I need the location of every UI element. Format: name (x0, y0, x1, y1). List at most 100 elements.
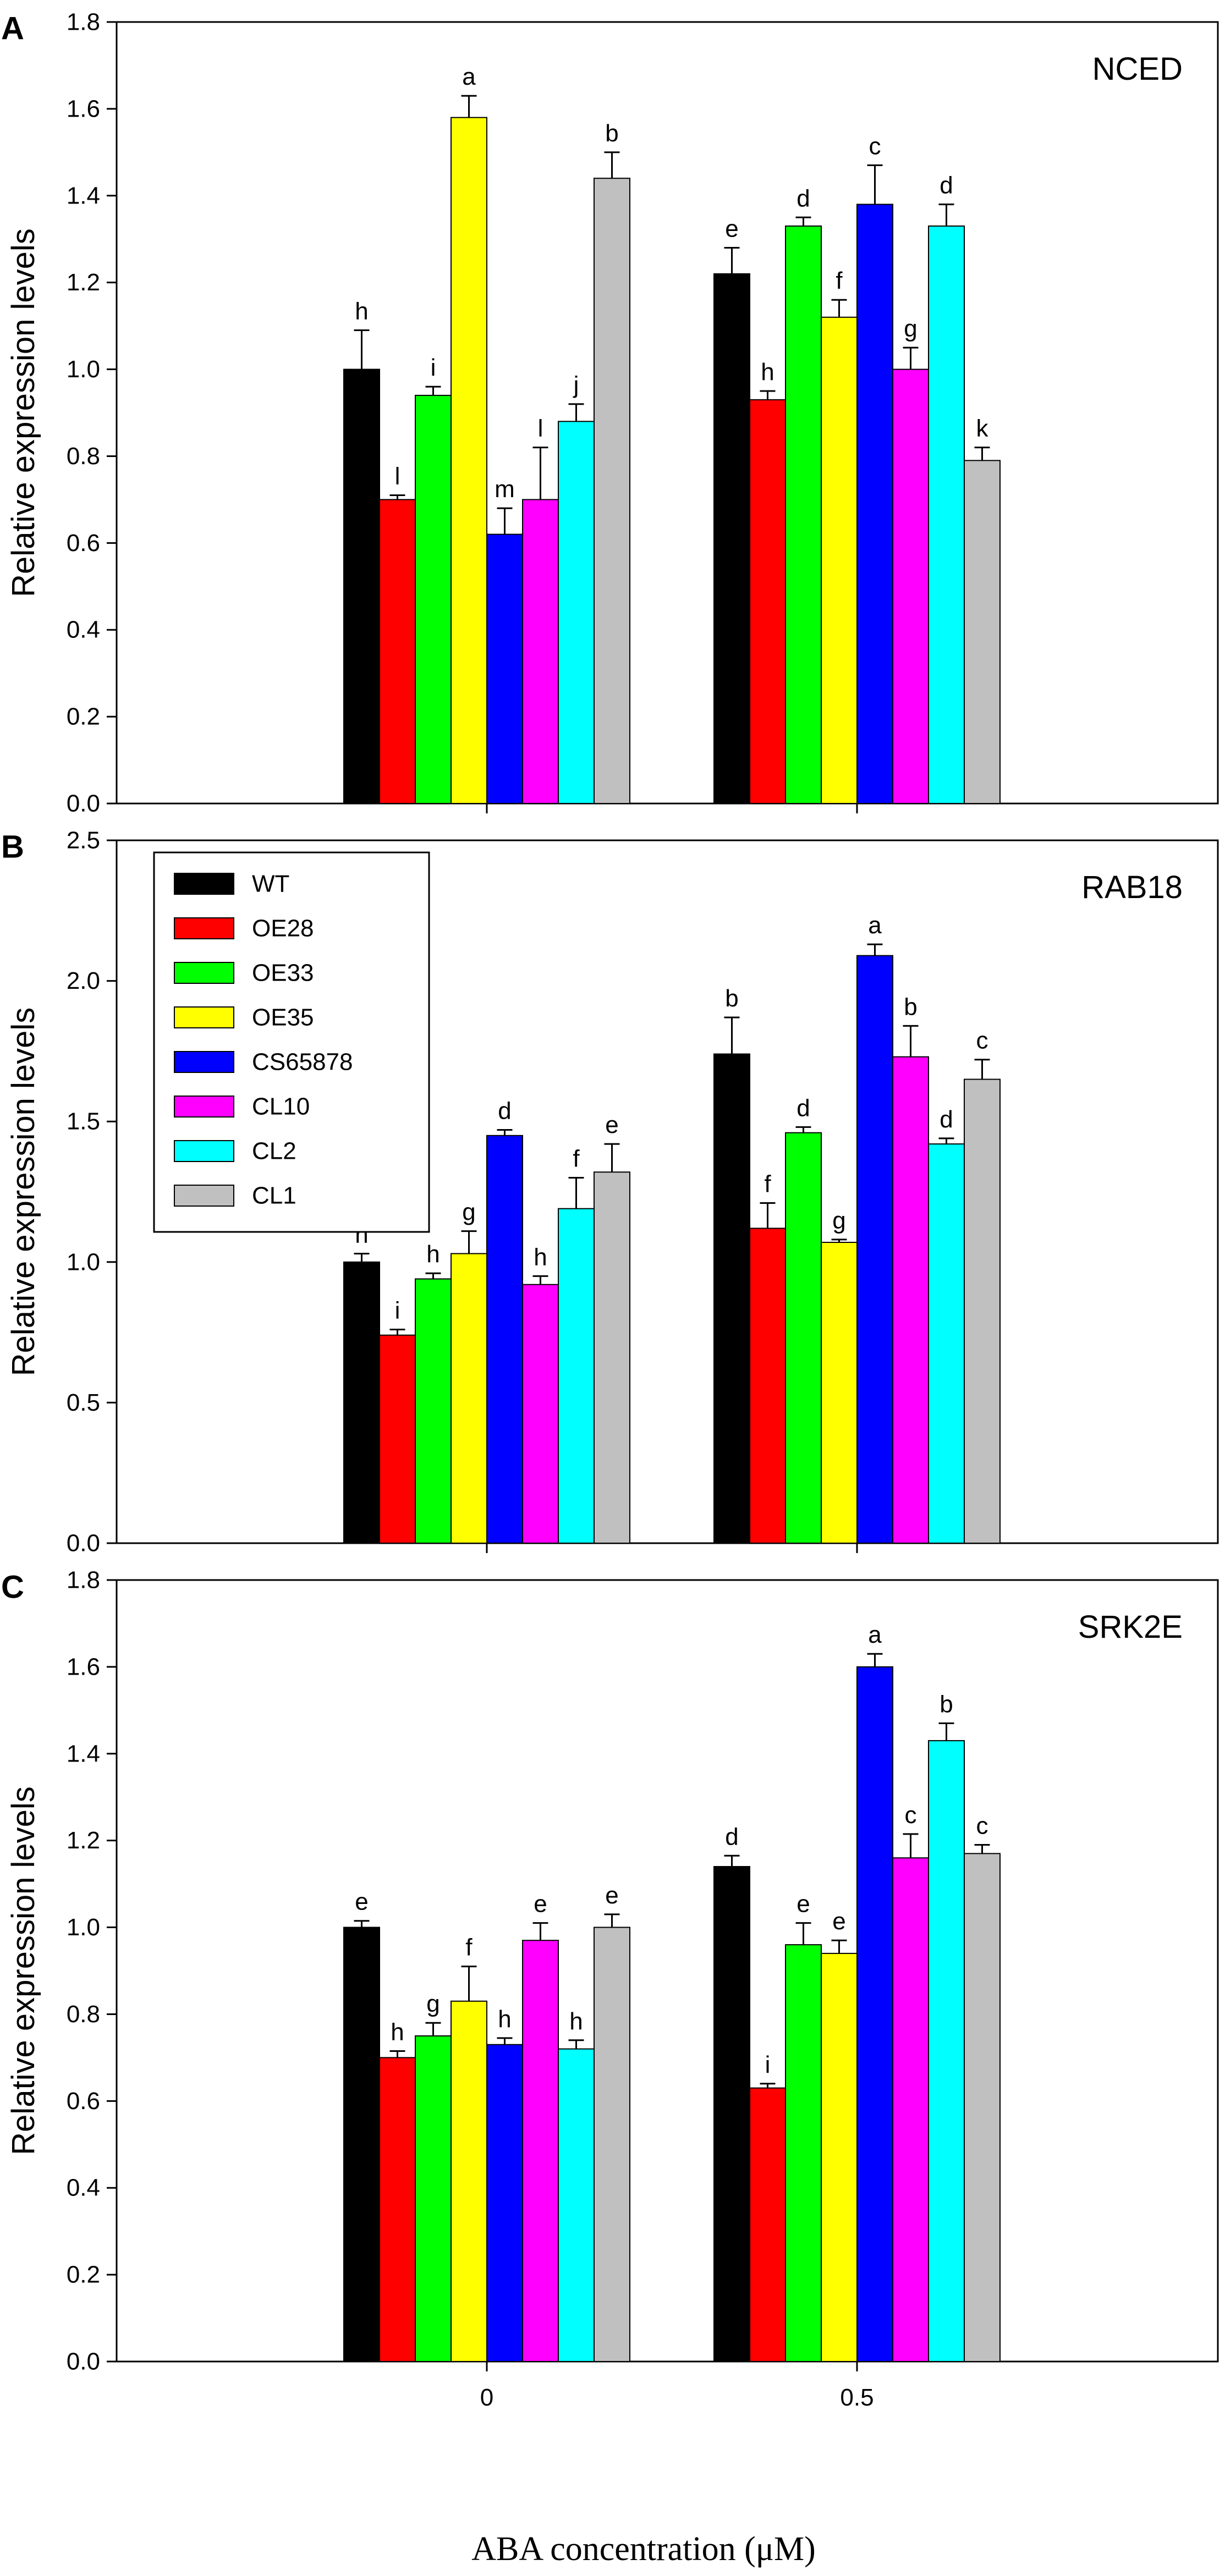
bar (522, 1940, 559, 2362)
significance-label: e (796, 1891, 810, 1918)
bar (964, 460, 1001, 804)
significance-label: g (462, 1199, 475, 1226)
significance-label: i (765, 2051, 771, 2078)
significance-label: e (725, 216, 738, 243)
y-tick-label: 0.8 (67, 2001, 100, 2028)
significance-label: c (869, 133, 881, 160)
bar (856, 955, 893, 1544)
panel-letter: C (1, 1570, 24, 1605)
significance-label: a (462, 63, 476, 90)
legend-swatch (174, 962, 234, 984)
legend-swatch (174, 1096, 234, 1118)
bar (892, 1056, 929, 1544)
bar (343, 1927, 380, 2363)
bar (928, 225, 965, 804)
significance-label: b (940, 1691, 953, 1718)
y-axis-title: Relative expression levels (6, 1786, 41, 2155)
bar (713, 273, 750, 804)
panel-letter: B (1, 829, 24, 865)
y-tick-label: 1.0 (67, 1248, 100, 1275)
significance-label: h (498, 2006, 511, 2033)
significance-label: k (976, 415, 989, 442)
significance-label: d (796, 1094, 810, 1121)
y-axis-title: Relative expression levels (6, 228, 41, 597)
significance-label: c (905, 1802, 917, 1829)
y-tick-label: 1.6 (67, 1653, 100, 1680)
significance-label: d (940, 1106, 953, 1133)
significance-label: f (573, 1145, 580, 1172)
legend-swatch (174, 1051, 234, 1073)
legend-box (153, 851, 430, 1233)
panel-a: A 0.0 0.2 0.4 0.6 0.8 1.0 1.2 1.4 1.6 1.8 Relative … (1, 9, 1219, 817)
gene-title: SRK2E (1078, 1609, 1183, 1645)
significance-label: b (725, 985, 738, 1012)
y-tick-label: 1.6 (67, 95, 100, 122)
bar (856, 1666, 893, 2362)
legend-label: OE33 (252, 960, 314, 987)
panel-letter: A (1, 11, 24, 47)
bar (892, 368, 929, 804)
significance-label: e (832, 1908, 845, 1935)
significance-label: a (868, 1621, 882, 1648)
bar (713, 1866, 750, 2363)
bar (821, 1952, 858, 2362)
significance-label: g (426, 1990, 440, 2017)
legend-swatch (174, 1140, 234, 1162)
bar (486, 1135, 523, 1544)
significance-label: h (534, 1243, 547, 1270)
significance-label: i (395, 1297, 400, 1324)
y-tick-label: 1.0 (67, 1914, 100, 1941)
bar (749, 2087, 786, 2362)
y-axis-title: Relative expression levels (6, 1008, 41, 1377)
legend-label: CL2 (252, 1138, 296, 1165)
bar (821, 316, 858, 804)
significance-label: h (426, 1241, 440, 1268)
bar (415, 394, 452, 804)
bar (821, 1242, 858, 1544)
legend-swatch (174, 873, 234, 895)
bar (785, 1132, 822, 1544)
significance-label: m (495, 476, 515, 503)
significance-label: l (395, 463, 400, 489)
significance-label: e (605, 1882, 618, 1909)
y-tick-label: 1.4 (67, 1740, 100, 1767)
y-tick-label: 0.6 (67, 530, 100, 557)
legend-swatch (174, 917, 234, 939)
y-tick-label: 0.5 (67, 1389, 100, 1416)
legend: WT OE28 OE33 OE35 CS65878 CL10 CL2 CL1 (153, 851, 430, 1233)
bar (343, 1261, 380, 1544)
significance-label: l (538, 415, 543, 442)
bar (522, 1284, 559, 1544)
bar (856, 203, 893, 805)
bar (486, 2044, 523, 2362)
significance-label: d (796, 185, 810, 212)
bar (486, 533, 523, 804)
y-tick-label: 0.4 (67, 2175, 100, 2201)
y-tick-label: 1.2 (67, 269, 100, 296)
gene-title: NCED (1092, 51, 1183, 87)
bar (379, 2057, 416, 2362)
bar (343, 368, 380, 804)
significance-label: h (569, 2008, 583, 2035)
bar (451, 117, 487, 805)
plot-frame (116, 21, 1219, 805)
y-tick-label: 0.0 (67, 1530, 100, 1557)
y-tick-label: 1.0 (67, 356, 100, 383)
significance-label: h (355, 298, 368, 325)
significance-label: i (431, 354, 436, 381)
significance-label: d (725, 1823, 738, 1850)
bar (749, 1228, 786, 1544)
y-tick-label: 2.0 (67, 967, 100, 994)
y-tick-label: 1.4 (67, 182, 100, 209)
bar (558, 421, 595, 804)
legend-label: CL1 (252, 1182, 296, 1209)
bar (785, 1944, 822, 2362)
y-tick-label: 1.8 (67, 9, 100, 36)
significance-label: d (498, 1098, 511, 1125)
bar (964, 1078, 1001, 1544)
significance-label: g (832, 1207, 845, 1234)
bar (713, 1053, 750, 1544)
y-tick-label: 0.4 (67, 617, 100, 643)
y-tick-label: 0.0 (67, 790, 100, 817)
